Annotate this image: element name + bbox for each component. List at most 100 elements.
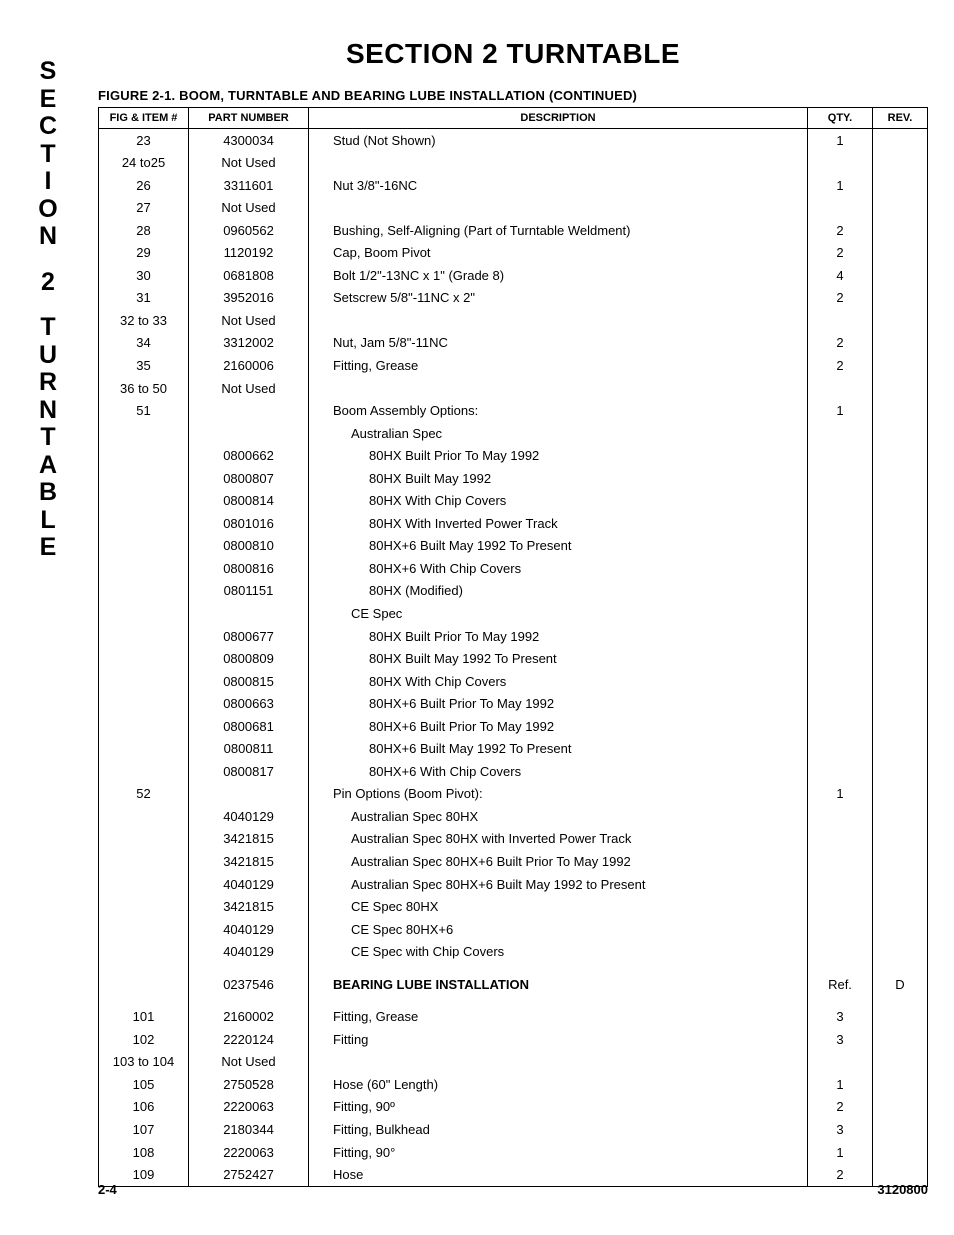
cell-desc: Australian Spec 80HX with Inverted Power… <box>309 828 808 851</box>
cell-fig <box>99 941 189 964</box>
table-row: 3421815CE Spec 80HX <box>99 896 928 919</box>
cell-part: 0800662 <box>189 445 309 468</box>
cell-part: 4040129 <box>189 918 309 941</box>
cell-fig <box>99 760 189 783</box>
side-tab-letter: I <box>45 168 52 196</box>
table-row: 080081080HX+6 Built May 1992 To Present <box>99 535 928 558</box>
cell-qty: 3 <box>808 1006 873 1029</box>
cell-part: 0800816 <box>189 557 309 580</box>
cell-qty <box>808 693 873 716</box>
cell-rev <box>873 557 928 580</box>
table-row: 080081680HX+6 With Chip Covers <box>99 557 928 580</box>
cell-desc: 80HX+6 Built Prior To May 1992 <box>309 715 808 738</box>
cell-desc: 80HX With Chip Covers <box>309 490 808 513</box>
side-tab-letter: R <box>39 369 57 397</box>
side-tab-letter: T <box>40 424 55 452</box>
table-row: 080081780HX+6 With Chip Covers <box>99 760 928 783</box>
table-row: 3421815Australian Spec 80HX+6 Built Prio… <box>99 851 928 874</box>
cell-qty: 2 <box>808 287 873 310</box>
cell-fig <box>99 422 189 445</box>
cell-desc: CE Spec with Chip Covers <box>309 941 808 964</box>
cell-part: 3421815 <box>189 851 309 874</box>
cell-fig: 105 <box>99 1073 189 1096</box>
cell-part <box>189 400 309 423</box>
cell-fig <box>99 715 189 738</box>
cell-qty: 1 <box>808 174 873 197</box>
cell-part: 0681808 <box>189 264 309 287</box>
cell-part: 0800809 <box>189 648 309 671</box>
cell-desc <box>309 377 808 400</box>
cell-qty <box>808 309 873 332</box>
cell-fig <box>99 467 189 490</box>
cell-fig <box>99 670 189 693</box>
cell-rev <box>873 1006 928 1029</box>
cell-fig: 101 <box>99 1006 189 1029</box>
cell-desc: 80HX+6 Built May 1992 To Present <box>309 535 808 558</box>
table-row: 32 to 33Not Used <box>99 309 928 332</box>
cell-fig: 106 <box>99 1096 189 1119</box>
table-row <box>99 996 928 1006</box>
cell-part: 0800807 <box>189 467 309 490</box>
cell-rev <box>873 152 928 175</box>
cell-qty: 2 <box>808 332 873 355</box>
cell-fig: 34 <box>99 332 189 355</box>
cell-qty: Ref. <box>808 973 873 996</box>
side-tab-letter: L <box>40 507 55 535</box>
cell-rev <box>873 670 928 693</box>
cell-desc: Australian Spec 80HX <box>309 805 808 828</box>
table-row: 313952016Setscrew 5/8"-11NC x 2"2 <box>99 287 928 310</box>
cell-part: 2220124 <box>189 1028 309 1051</box>
cell-rev <box>873 580 928 603</box>
cell-desc: Setscrew 5/8"-11NC x 2" <box>309 287 808 310</box>
table-row: 4040129CE Spec 80HX+6 <box>99 918 928 941</box>
cell-rev <box>873 625 928 648</box>
header-part: PART NUMBER <box>189 108 309 129</box>
cell-desc: 80HX Built Prior To May 1992 <box>309 445 808 468</box>
cell-rev: D <box>873 973 928 996</box>
cell-part: 0800811 <box>189 738 309 761</box>
cell-desc <box>309 309 808 332</box>
cell-fig: 30 <box>99 264 189 287</box>
cell-fig: 108 <box>99 1141 189 1164</box>
header-fig: FIG & ITEM # <box>99 108 189 129</box>
cell-rev <box>873 1096 928 1119</box>
cell-qty <box>808 535 873 558</box>
cell-fig: 31 <box>99 287 189 310</box>
cell-part: 1120192 <box>189 242 309 265</box>
cell-desc: Nut, Jam 5/8"-11NC <box>309 332 808 355</box>
table-row: 4040129CE Spec with Chip Covers <box>99 941 928 964</box>
table-row: 1082220063Fitting, 90°1 <box>99 1141 928 1164</box>
side-tab-letter: 2 <box>41 269 55 297</box>
cell-rev <box>873 783 928 806</box>
cell-qty <box>808 512 873 535</box>
cell-desc: CE Spec 80HX+6 <box>309 918 808 941</box>
cell-desc: Pin Options (Boom Pivot): <box>309 783 808 806</box>
table-row: 080080780HX Built May 1992 <box>99 467 928 490</box>
cell-part: 4040129 <box>189 805 309 828</box>
header-desc: DESCRIPTION <box>309 108 808 129</box>
cell-part <box>189 783 309 806</box>
table-row: 080068180HX+6 Built Prior To May 1992 <box>99 715 928 738</box>
cell-desc: 80HX (Modified) <box>309 580 808 603</box>
cell-rev <box>873 1119 928 1142</box>
cell-part: Not Used <box>189 197 309 220</box>
side-tab-letter: S <box>40 58 57 86</box>
cell-qty <box>808 152 873 175</box>
footer-left: 2-4 <box>98 1182 117 1197</box>
cell-qty <box>808 625 873 648</box>
table-row: 1062220063Fitting, 90º2 <box>99 1096 928 1119</box>
cell-part: 0801151 <box>189 580 309 603</box>
cell-desc: Hose (60" Length) <box>309 1073 808 1096</box>
side-tab-letter: N <box>39 223 57 251</box>
cell-qty <box>808 557 873 580</box>
cell-rev <box>873 738 928 761</box>
cell-part: 3952016 <box>189 287 309 310</box>
figure-title: FIGURE 2-1. BOOM, TURNTABLE AND BEARING … <box>98 88 928 103</box>
cell-desc: Fitting, Grease <box>309 354 808 377</box>
table-row: 27Not Used <box>99 197 928 220</box>
cell-desc: CE Spec <box>309 602 808 625</box>
cell-qty <box>808 896 873 919</box>
cell-rev <box>873 918 928 941</box>
cell-fig: 107 <box>99 1119 189 1142</box>
table-row: 300681808Bolt 1/2"-13NC x 1" (Grade 8)4 <box>99 264 928 287</box>
